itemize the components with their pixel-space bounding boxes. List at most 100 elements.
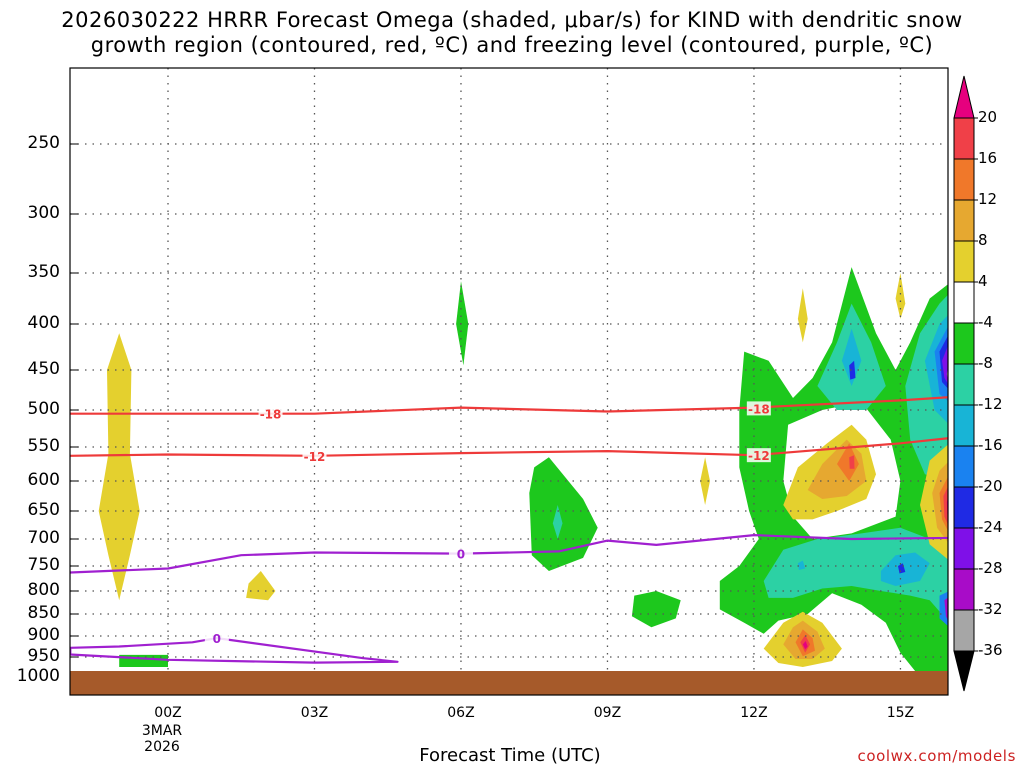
colorbar-top-triangle xyxy=(953,75,975,119)
chart-title-line1: 2026030222 HRRR Forecast Omega (shaded, … xyxy=(61,8,963,32)
y-tick-label-500: 500 xyxy=(27,399,60,419)
contour-label-dgz_upper-0: -18 xyxy=(260,408,282,422)
colorbar-label-8: -16 xyxy=(978,436,1003,454)
contour-label-bg-0 xyxy=(258,406,283,421)
colorbar-bin-10 xyxy=(953,486,975,529)
omega-teal-08z xyxy=(552,505,563,539)
contour-label-bg-3 xyxy=(746,448,771,463)
colorbar-label-2: 12 xyxy=(978,190,998,208)
x-date-line1: 3MAR xyxy=(141,723,183,739)
colorbar-bottom-triangle xyxy=(953,650,975,692)
credit-text: coolwx.com/models xyxy=(857,747,1016,765)
x-tick-label-00Z: 00Z xyxy=(154,705,182,721)
omega-cyan-upper xyxy=(841,328,862,386)
colorbar-bin-5 xyxy=(953,281,975,324)
colorbar-bin-2 xyxy=(953,158,975,201)
colorbar-bin-9 xyxy=(953,445,975,488)
omega-blue-upper-dot xyxy=(849,360,856,380)
chart-title-line2: growth region (contoured, red, ºC) and f… xyxy=(90,33,934,57)
colorbar-bin-13 xyxy=(953,609,975,652)
colorbar-label-10: -24 xyxy=(978,518,1003,536)
contour-label-freezing_level-4: 0 xyxy=(457,548,465,562)
omega-green-10z xyxy=(631,591,681,628)
y-tick-label-700: 700 xyxy=(27,528,60,548)
colorbar-label-7: -12 xyxy=(978,395,1003,413)
colorbar-bin-12 xyxy=(953,568,975,611)
y-tick-label-450: 450 xyxy=(27,359,60,379)
omega-red-edge xyxy=(943,486,948,525)
omega-yellow-02z xyxy=(246,571,276,601)
contour-label-bg-1 xyxy=(746,401,771,416)
colorbar-label-4: 4 xyxy=(978,272,988,290)
contours: -18 -18 -12 -12 0 0 xyxy=(70,396,948,664)
contour-freezing_level_low xyxy=(70,637,399,664)
contour-dgz_upper xyxy=(70,396,948,415)
contour-label-freezing_level_low-5: 0 xyxy=(213,632,221,646)
y-tick-label-300: 300 xyxy=(27,203,60,223)
omega-green-08z xyxy=(529,457,598,571)
colorbar-label-6: -8 xyxy=(978,354,993,372)
x-tick-label-03Z: 03Z xyxy=(300,705,329,721)
colorbar-bin-6 xyxy=(953,322,975,365)
terrain xyxy=(70,671,948,695)
contour-label-bg-2 xyxy=(302,448,327,463)
y-tick-label-650: 650 xyxy=(27,500,60,520)
y-tick-label-950: 950 xyxy=(27,646,60,666)
y-tick-label-600: 600 xyxy=(27,470,60,490)
y-tick-label-900: 900 xyxy=(27,625,60,645)
y-tick-label-1000: 1000 xyxy=(16,666,60,686)
contour-label-dgz_lower-2: -12 xyxy=(304,450,326,464)
omega-cyan-lower2 xyxy=(797,560,806,570)
x-tick-label-15Z: 15Z xyxy=(886,705,915,721)
x-tick-label-09Z: 09Z xyxy=(593,705,622,721)
contour-label-bg-5 xyxy=(204,631,229,646)
omega-yellow-13z-top xyxy=(797,288,808,343)
colorbar-bin-11 xyxy=(953,527,975,570)
omega-shading xyxy=(98,267,948,673)
contour-label-dgz_lower-3: -12 xyxy=(748,449,770,463)
colorbar-label-11: -28 xyxy=(978,559,1003,577)
colorbar xyxy=(953,75,978,692)
colorbar-bin-8 xyxy=(953,404,975,447)
x-axis-title: Forecast Time (UTC) xyxy=(419,745,601,766)
x-date-line2: 2026 xyxy=(144,739,180,755)
omega-yellow-left xyxy=(98,333,140,601)
omega-yellow-11z xyxy=(700,457,710,505)
colorbar-label-9: -20 xyxy=(978,477,1003,495)
omega-mag-low xyxy=(802,641,808,650)
colorbar-label-3: 8 xyxy=(978,231,988,249)
omega-orange12-mid xyxy=(837,443,859,481)
omega-violet-lower-right xyxy=(944,597,948,621)
colorbar-label-1: 16 xyxy=(978,149,998,167)
colorbar-label-5: -4 xyxy=(978,313,993,331)
y-tick-label-750: 750 xyxy=(27,555,60,575)
contour-label-bg-4 xyxy=(448,546,473,561)
omega-teal-lower xyxy=(763,527,948,622)
contour-freezing_level xyxy=(70,534,948,574)
omega-red-dot-mid xyxy=(849,455,855,469)
y-tick-label-850: 850 xyxy=(27,603,60,623)
colorbar-bin-1 xyxy=(953,117,975,160)
x-tick-label-06Z: 06Z xyxy=(447,705,475,721)
y-tick-label-800: 800 xyxy=(27,580,60,600)
contour-label-dgz_upper-1: -18 xyxy=(748,402,770,416)
colorbar-label-13: -36 xyxy=(978,641,1003,659)
y-tick-label-250: 250 xyxy=(27,133,60,153)
colorbar-label-0: 20 xyxy=(978,108,998,126)
colorbar-bin-7 xyxy=(953,363,975,406)
plot-frame xyxy=(69,67,949,696)
y-tick-label-550: 550 xyxy=(27,436,60,456)
colorbar-label-12: -32 xyxy=(978,600,1003,618)
omega-cyan-lower xyxy=(880,552,930,586)
x-tick-label-12Z: 12Z xyxy=(740,705,768,721)
terrain-fill xyxy=(70,671,948,695)
y-tick-label-350: 350 xyxy=(27,262,60,282)
omega-yellow-15z-top xyxy=(895,273,906,319)
colorbar-bin-3 xyxy=(953,199,975,242)
y-tick-label-400: 400 xyxy=(27,313,60,333)
omega-green-06z xyxy=(456,281,469,366)
contour-dgz_lower xyxy=(70,437,948,457)
colorbar-bin-4 xyxy=(953,240,975,283)
omega-purple-edge xyxy=(942,345,948,384)
